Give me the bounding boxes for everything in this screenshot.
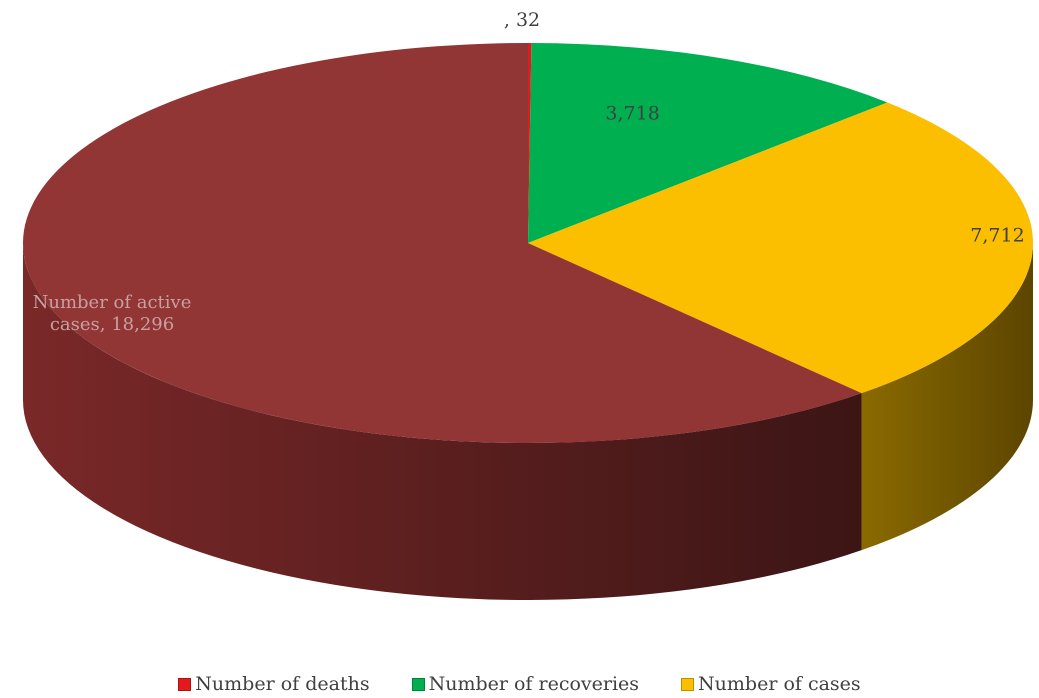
- legend-label-deaths: Number of deaths: [195, 673, 370, 695]
- pie-side-layer: [23, 243, 1033, 601]
- legend-item-recoveries: Number of recoveries: [411, 673, 640, 695]
- legend-swatch-recoveries: [411, 677, 425, 691]
- legend-swatch-deaths: [178, 677, 192, 691]
- pie-label-layer: , 32 3,718 7,712 Number of active cases, …: [33, 9, 1025, 335]
- data-label-recoveries: 3,718: [605, 102, 659, 124]
- data-label-active-cases: Number of active cases, 18,296: [33, 292, 192, 335]
- legend-label-cases: Number of cases: [698, 673, 861, 695]
- pie-top-layer: [22, 43, 1033, 443]
- pie-slice-active-cases: [22, 43, 862, 443]
- legend: Number of deaths Number of recoveries Nu…: [0, 673, 1039, 695]
- legend-label-recoveries: Number of recoveries: [428, 673, 640, 695]
- pie-slice-deaths: [528, 43, 532, 243]
- pie-slice-recoveries: [528, 43, 888, 244]
- data-label-cases: 7,712: [970, 225, 1024, 247]
- legend-item-deaths: Number of deaths: [178, 673, 370, 695]
- pie-slice-cases: [528, 102, 1033, 394]
- legend-item-cases: Number of cases: [681, 673, 861, 695]
- legend-swatch-cases: [681, 677, 695, 691]
- pie-side-cases: [861, 243, 1033, 551]
- data-label-deaths: , 32: [504, 9, 540, 31]
- pie-side-active-cases: [23, 243, 862, 601]
